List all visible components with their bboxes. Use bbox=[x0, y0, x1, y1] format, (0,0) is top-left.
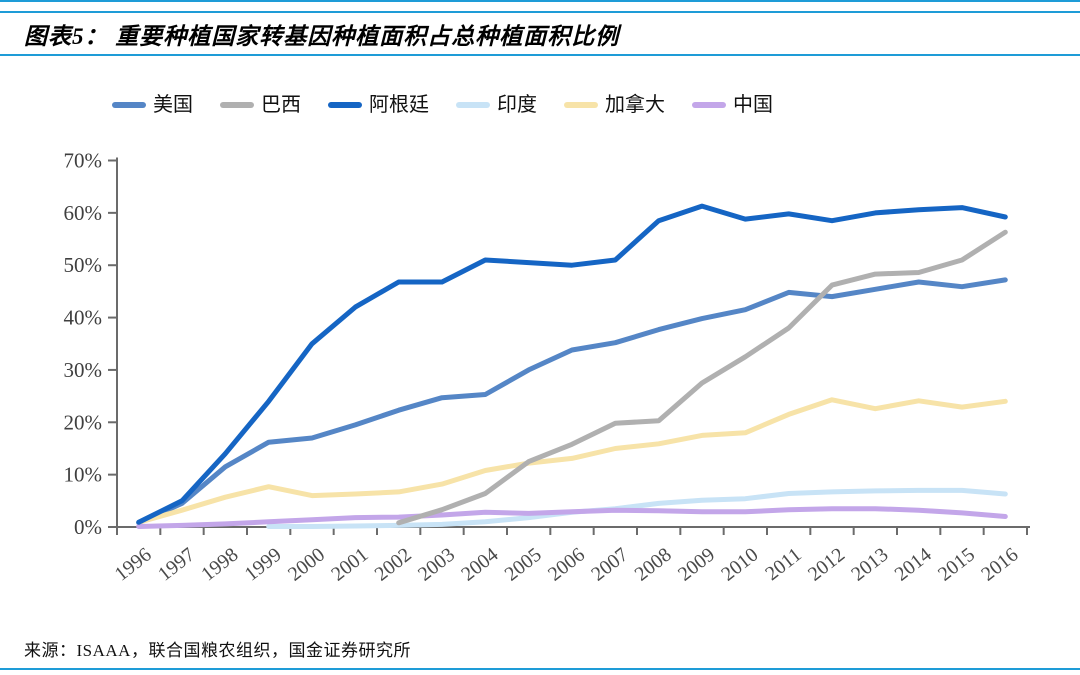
title-rule-top bbox=[0, 11, 1080, 13]
legend-swatch-argentina bbox=[328, 102, 362, 108]
bottom-rule bbox=[0, 668, 1080, 670]
x-tick-label: 2009 bbox=[674, 544, 719, 586]
x-tick-label: 1999 bbox=[241, 544, 286, 586]
legend-swatch-china bbox=[692, 102, 726, 108]
line-argentina bbox=[136, 203, 1008, 525]
legend-item-brazil: 巴西 bbox=[220, 95, 301, 115]
x-tick-label: 2007 bbox=[587, 544, 632, 586]
chart-legend: 美国 巴西 阿根廷 印度 加拿大 中国 bbox=[112, 92, 773, 118]
x-tick-label: 2005 bbox=[501, 544, 546, 586]
legend-item-argentina: 阿根廷 bbox=[328, 95, 429, 115]
title-rule-bottom bbox=[0, 54, 1080, 56]
legend-swatch-india bbox=[456, 102, 490, 108]
legend-item-china: 中国 bbox=[692, 95, 773, 115]
legend-label-china: 中国 bbox=[733, 94, 773, 116]
x-tick-label: 1998 bbox=[197, 544, 242, 586]
x-tick-label: 2003 bbox=[414, 544, 459, 586]
line-india bbox=[266, 487, 1008, 529]
page-title: 图表5： 重要种植国家转基因种植面积占总种植面积比例 bbox=[24, 24, 620, 49]
x-tick-label: 2011 bbox=[761, 544, 805, 586]
y-tick-label: 20% bbox=[64, 410, 103, 434]
x-tick-label: 2016 bbox=[977, 544, 1022, 586]
x-tick-label: 2012 bbox=[804, 544, 849, 586]
legend-label-argentina: 阿根廷 bbox=[369, 94, 429, 116]
y-tick-label: 60% bbox=[64, 201, 103, 225]
x-tick-label: 2014 bbox=[891, 544, 936, 586]
legend-swatch-usa bbox=[112, 102, 146, 108]
line-usa bbox=[136, 277, 1008, 526]
legend-swatch-canada bbox=[564, 102, 598, 108]
x-tick-label: 2008 bbox=[631, 544, 676, 586]
line-china bbox=[136, 506, 1008, 529]
y-tick-label: 70% bbox=[64, 149, 103, 173]
y-tick-label: 30% bbox=[64, 358, 103, 382]
y-tick-label: 50% bbox=[64, 253, 103, 277]
x-tick-label: 1996 bbox=[111, 544, 156, 586]
x-tick-label: 2004 bbox=[457, 544, 502, 586]
legend-item-canada: 加拿大 bbox=[564, 95, 665, 115]
legend-item-usa: 美国 bbox=[112, 95, 193, 115]
x-tick-label: 2001 bbox=[327, 544, 372, 586]
legend-label-india: 印度 bbox=[497, 94, 537, 116]
y-tick-label: 0% bbox=[74, 515, 102, 539]
source-note: 来源：ISAAA，联合国粮农组织，国金证券研究所 bbox=[24, 641, 411, 660]
y-tick-label: 10% bbox=[64, 463, 103, 487]
y-tick-label: 40% bbox=[64, 306, 103, 330]
line-brazil bbox=[396, 229, 1008, 526]
legend-label-brazil: 巴西 bbox=[261, 94, 301, 116]
x-tick-label: 2000 bbox=[284, 544, 329, 586]
x-tick-label: 2006 bbox=[544, 544, 589, 586]
line-canada bbox=[136, 397, 1008, 525]
legend-label-canada: 加拿大 bbox=[605, 94, 665, 116]
x-tick-label: 1997 bbox=[154, 544, 199, 586]
x-tick-label: 2002 bbox=[371, 544, 416, 586]
legend-swatch-brazil bbox=[220, 102, 254, 108]
legend-item-india: 印度 bbox=[456, 95, 537, 115]
legend-label-usa: 美国 bbox=[153, 94, 193, 116]
x-tick-label: 2015 bbox=[934, 544, 979, 586]
x-tick-label: 2013 bbox=[847, 544, 892, 586]
x-tick-label: 2010 bbox=[717, 544, 762, 586]
top-edge-rule bbox=[0, 0, 1080, 2]
